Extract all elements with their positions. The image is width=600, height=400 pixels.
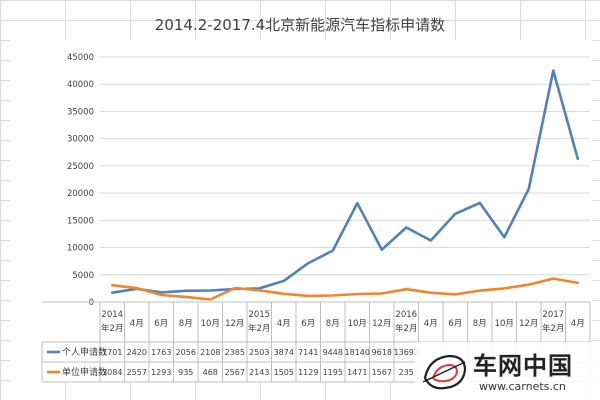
- sheet-gridline-h: [0, 20, 600, 21]
- sheet-gridline-h: [0, 0, 600, 1]
- x-tick-label: 年2月: [248, 323, 270, 334]
- x-tick-label: 2017: [542, 310, 564, 320]
- y-tick-label: 35000: [67, 107, 94, 117]
- x-tick-label: 4月: [277, 319, 291, 329]
- x-tick-label: 10月: [348, 319, 367, 329]
- table-cell-value: 235: [399, 368, 414, 377]
- table-cell-value: 2567: [225, 368, 245, 377]
- y-tick-label: 30000: [67, 135, 94, 145]
- table-cell-value: 1471: [347, 368, 367, 377]
- table-cell-value: 935: [178, 368, 193, 377]
- x-tick-label: 6月: [448, 319, 462, 329]
- x-tick-label: 8月: [326, 319, 340, 329]
- table-cell-value: 2108: [200, 348, 220, 357]
- plot-backdrop: [10, 40, 592, 382]
- table-cell-value: 468: [203, 368, 218, 377]
- y-tick-label: 20000: [67, 189, 94, 199]
- table-cell-value: 9448: [323, 348, 343, 357]
- x-tick-label: 年2月: [101, 323, 123, 334]
- y-tick-label: 40000: [67, 80, 94, 90]
- table-cell-value: 2056: [176, 348, 196, 357]
- table-cell-value: 3084: [102, 368, 122, 377]
- x-tick-label: 8月: [179, 319, 193, 329]
- x-tick-label: 4月: [424, 319, 438, 329]
- y-tick-label: 0: [89, 298, 94, 308]
- x-tick-label: 4月: [571, 319, 585, 329]
- x-tick-label: 12月: [225, 319, 244, 329]
- watermark-url: www.carnets.cn: [479, 380, 566, 393]
- y-tick-label: 5000: [72, 271, 94, 281]
- x-tick-label: 2015: [248, 310, 270, 320]
- x-tick-label: 12月: [519, 319, 538, 329]
- legend-label: 单位申请数: [62, 366, 107, 378]
- x-tick-label: 年2月: [395, 323, 417, 334]
- y-tick-label: 10000: [67, 244, 94, 254]
- table-cell-value: 13692: [394, 348, 419, 357]
- x-tick-label: 6月: [301, 319, 315, 329]
- table-cell-value: 9618: [372, 348, 392, 357]
- table-cell-value: 18140: [345, 348, 370, 357]
- car-logo-icon: [422, 354, 467, 390]
- series-line: [111, 69, 580, 295]
- table-cell-value: 1505: [274, 368, 294, 377]
- table-cell-value: 1701: [102, 348, 122, 357]
- table-cell-value: 3874: [274, 348, 294, 357]
- table-cell-value: 1195: [323, 368, 343, 377]
- watermark: 车网中国 www.carnets.cn: [415, 342, 600, 400]
- series-line: [111, 277, 580, 301]
- table-cell-value: 1129: [298, 368, 318, 377]
- x-tick-label: 6月: [154, 319, 168, 329]
- x-tick-label: 10月: [495, 319, 514, 329]
- x-tick-label: 10月: [201, 319, 220, 329]
- chart-title: 2014.2-2017.4北京新能源汽车指标申请数: [154, 16, 446, 34]
- watermark-brand-name: 车网中国: [473, 352, 573, 380]
- table-cell-value: 2557: [127, 368, 147, 377]
- table-cell-value: 1293: [151, 368, 171, 377]
- x-tick-label: 2016: [395, 310, 417, 320]
- y-tick-label: 45000: [67, 53, 94, 63]
- table-cell-value: 2503: [249, 348, 269, 357]
- table-cell-value: 2385: [225, 348, 245, 357]
- x-tick-label: 12月: [372, 319, 391, 329]
- x-tick-label: 8月: [473, 319, 487, 329]
- table-cell-value: 7141: [298, 348, 318, 357]
- table-cell-value: 1567: [372, 368, 392, 377]
- x-tick-label: 年2月: [542, 323, 564, 334]
- x-tick-label: 4月: [130, 319, 144, 329]
- table-cell-value: 1763: [151, 348, 171, 357]
- x-tick-label: 2014: [101, 310, 123, 320]
- legend-label: 个人申请数: [62, 346, 107, 358]
- table-cell-value: 2143: [249, 368, 269, 377]
- y-tick-label: 15000: [67, 216, 94, 226]
- table-cell-value: 2420: [127, 348, 147, 357]
- y-tick-label: 25000: [67, 162, 94, 172]
